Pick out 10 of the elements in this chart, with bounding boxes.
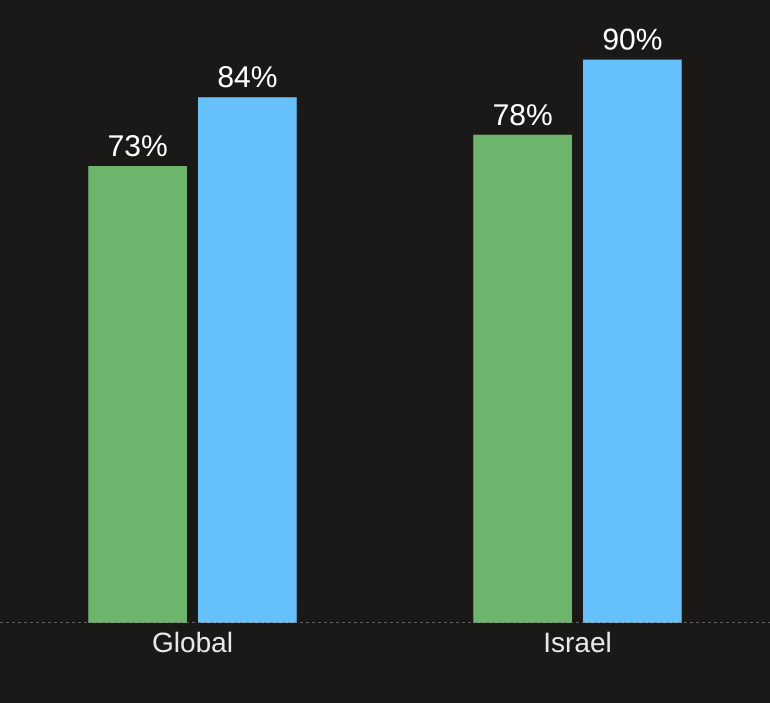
x-tick-label: Global [152,627,233,658]
x-tick-label: Israel [543,627,612,658]
bar [88,166,188,623]
bar [582,60,682,623]
data-label: 84% [217,61,278,94]
data-label: 90% [602,24,662,57]
data-label: 73% [108,130,168,164]
bar [473,134,572,623]
bar [198,97,297,623]
data-label: 78% [492,98,553,132]
